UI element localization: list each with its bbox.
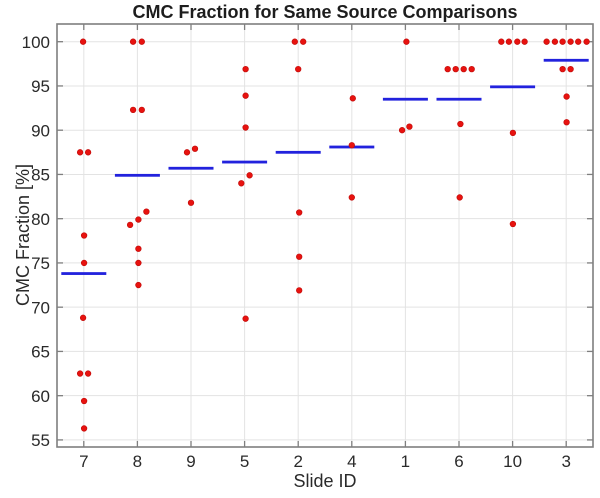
data-point (295, 65, 302, 73)
data-point (291, 38, 298, 45)
mean-line (382, 97, 428, 101)
data-point (129, 106, 137, 113)
axis-box (56, 23, 594, 448)
data-point (296, 287, 303, 294)
x-tick-label: 3 (561, 452, 570, 471)
data-point (143, 208, 150, 215)
data-point (79, 314, 87, 321)
data-point (583, 38, 590, 45)
data-point (559, 65, 566, 73)
data-point (514, 38, 521, 45)
data-point (348, 142, 355, 149)
chart-title: CMC Fraction for Same Source Comparisons (132, 2, 518, 22)
mean-line (436, 97, 482, 101)
data-point (76, 370, 84, 377)
y-tick-label: 85 (31, 166, 50, 185)
data-point (559, 38, 566, 45)
data-point (349, 95, 356, 102)
data-point (242, 124, 249, 131)
x-tick-label: 9 (186, 452, 195, 471)
data-point (296, 253, 303, 260)
data-point (80, 425, 88, 432)
data-point (300, 38, 307, 45)
data-point (76, 149, 84, 156)
x-tick-label: 4 (347, 452, 356, 471)
data-point (563, 119, 570, 126)
data-point (521, 38, 528, 45)
mean-line (168, 166, 214, 170)
data-point (242, 92, 249, 99)
data-point (135, 245, 142, 252)
data-point (509, 220, 517, 228)
x-tick-label: 7 (79, 452, 88, 471)
plot-background (57, 24, 593, 447)
data-point (138, 106, 145, 113)
x-tick-label: 8 (133, 452, 142, 471)
x-tick-label: 6 (454, 452, 463, 471)
data-point (80, 397, 88, 405)
mean-line (114, 173, 160, 177)
data-point (242, 65, 249, 73)
data-point (398, 127, 406, 134)
data-point (135, 216, 142, 223)
y-tick-label: 65 (31, 343, 50, 362)
y-tick-label: 60 (31, 387, 50, 406)
data-point (348, 194, 355, 201)
data-point (296, 209, 303, 216)
data-point (460, 65, 467, 73)
data-point (567, 38, 574, 45)
data-point (498, 38, 505, 45)
data-point (242, 315, 249, 322)
data-point (444, 65, 451, 73)
data-point (238, 180, 245, 187)
y-tick-label: 55 (31, 431, 50, 450)
x-tick-label: 10 (503, 452, 522, 471)
data-point (126, 221, 134, 229)
mean-line (490, 85, 536, 89)
y-tick-label: 100 (22, 33, 50, 52)
data-point (543, 38, 550, 45)
y-tick-label: 90 (31, 121, 50, 140)
y-tick-label: 70 (31, 298, 50, 317)
data-point (452, 65, 459, 73)
data-point (456, 194, 463, 201)
data-point (84, 370, 92, 377)
data-point (187, 199, 195, 206)
data-point (84, 149, 92, 156)
data-point (403, 38, 410, 45)
data-point (138, 38, 145, 45)
y-tick-label: 80 (31, 210, 50, 229)
data-point (468, 65, 475, 73)
mean-line (275, 150, 321, 154)
mean-line (543, 58, 589, 62)
data-point (563, 93, 570, 100)
data-point (246, 172, 253, 179)
y-axis-label: CMC Fraction [%] (13, 163, 33, 307)
data-point (135, 281, 142, 289)
y-tick-label: 95 (31, 77, 50, 96)
x-tick-label: 5 (240, 452, 249, 471)
data-point (79, 38, 87, 45)
x-tick-label: 2 (293, 452, 302, 471)
data-point (80, 232, 88, 239)
data-point (505, 38, 513, 45)
data-point (551, 38, 559, 45)
data-point (567, 65, 574, 73)
data-point (509, 129, 517, 136)
x-tick-label: 1 (401, 452, 410, 471)
x-axis-label: Slide ID (293, 471, 357, 491)
data-point (135, 259, 142, 267)
data-point (80, 259, 88, 267)
data-point (406, 123, 413, 130)
data-point (183, 149, 191, 156)
data-point (191, 145, 199, 152)
y-tick-label: 75 (31, 254, 50, 273)
mean-line (222, 160, 268, 164)
data-point (129, 38, 137, 45)
data-point (457, 120, 464, 128)
mean-line (61, 272, 107, 275)
data-point (575, 38, 582, 45)
